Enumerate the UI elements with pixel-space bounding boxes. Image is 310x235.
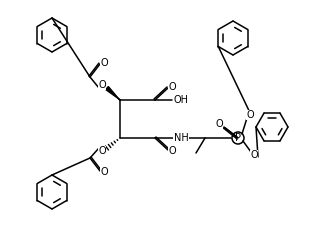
Text: OH: OH [174, 95, 188, 105]
Text: O: O [98, 80, 106, 90]
Text: O: O [215, 119, 223, 129]
Text: O: O [168, 82, 176, 92]
Text: O: O [100, 167, 108, 177]
Text: O: O [98, 146, 106, 156]
Text: O: O [168, 146, 176, 156]
Text: O: O [246, 110, 254, 120]
Text: NH: NH [174, 133, 188, 143]
Polygon shape [106, 86, 120, 100]
Text: O: O [100, 58, 108, 68]
Text: P: P [235, 133, 241, 143]
Text: O: O [250, 150, 258, 160]
